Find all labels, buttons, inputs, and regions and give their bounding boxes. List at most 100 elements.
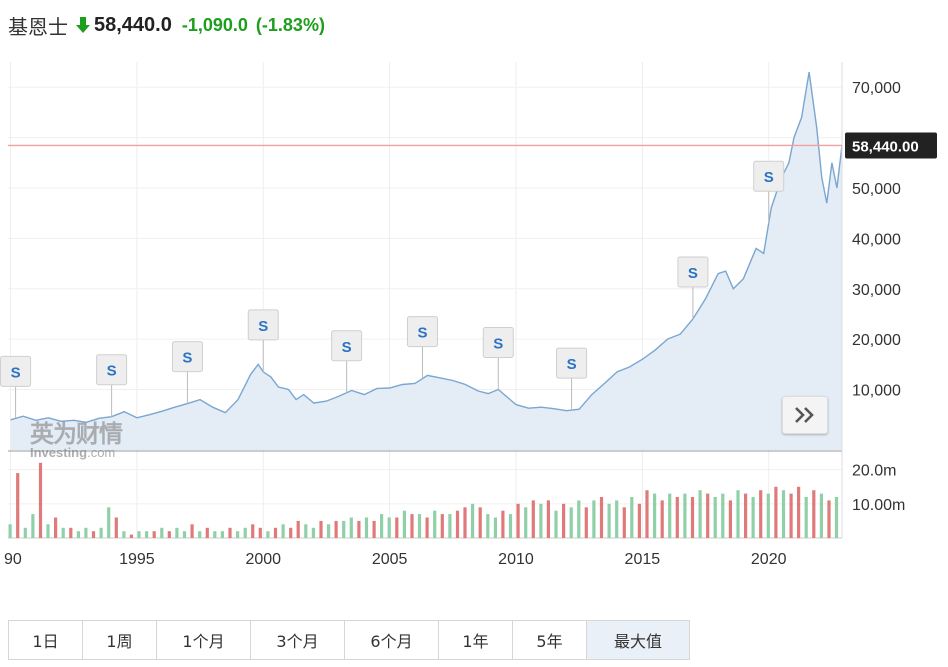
volume-bar (417, 514, 422, 538)
time-range-selector: 1日 1周 1个月 3个月 6个月 1年 5年 最大值 (8, 620, 690, 660)
volume-bar (554, 510, 558, 538)
volume-bar (562, 503, 566, 538)
volume-bar (615, 500, 619, 538)
split-label: S (258, 318, 268, 335)
volume-bar (728, 500, 732, 538)
range-button-5[interactable]: 1年 (439, 621, 513, 659)
volume-bar (660, 500, 664, 538)
volume-bar (668, 493, 672, 538)
volume-bar (675, 497, 679, 538)
volume-bar (781, 490, 786, 538)
volume-bar (630, 497, 634, 538)
volume-bar (342, 520, 346, 538)
volume-bar (273, 527, 278, 539)
volume-bar (311, 527, 315, 539)
split-label: S (567, 356, 577, 373)
volume-bar (54, 517, 58, 538)
volume-bar (577, 500, 581, 538)
volume-bar (160, 527, 164, 539)
volume-bar (433, 510, 437, 538)
volume-bar (759, 490, 763, 538)
split-marker (677, 256, 709, 288)
volume-bar (395, 517, 399, 538)
split-marker (331, 330, 363, 362)
volume-bar (804, 497, 808, 538)
volume-bar (334, 520, 338, 538)
y-tick-label: 20,000 (852, 332, 901, 349)
range-button-7[interactable]: 最大值 (587, 621, 689, 659)
split-marker (556, 347, 588, 379)
volume-bar (766, 493, 770, 538)
scroll-right-button[interactable] (782, 396, 828, 434)
volume-bar (198, 531, 202, 538)
volume-bar (349, 517, 353, 538)
range-button-2[interactable]: 1个月 (157, 621, 251, 659)
volume-bar (152, 531, 156, 538)
watermark-cn: 英为财情 (30, 420, 123, 448)
range-button-0[interactable]: 1日 (9, 621, 83, 659)
x-tick-label: 2015 (625, 551, 661, 568)
volume-bar (114, 517, 118, 538)
volume-bar (599, 497, 604, 538)
last-price: 58,440.0 (94, 13, 172, 36)
split-marker (753, 160, 785, 192)
volume-bar (524, 507, 528, 539)
x-tick-label: 2000 (245, 551, 281, 568)
volume-bar (584, 507, 588, 539)
split-marker (482, 327, 514, 359)
volume-bar (819, 493, 823, 538)
volume-bar (546, 500, 550, 538)
split-label: S (11, 364, 21, 381)
y-tick-label: 50,000 (852, 181, 901, 198)
volume-bar (440, 514, 444, 538)
volume-bar (493, 517, 497, 538)
volume-bar (751, 497, 755, 538)
volume-bar (76, 531, 80, 538)
split-marker (406, 316, 438, 348)
price-line (10, 71, 843, 424)
investing-watermark: 英为财情 Investing.com (30, 414, 123, 460)
volume-bar (220, 531, 224, 538)
volume-bar (501, 510, 505, 538)
volume-bar (622, 507, 626, 539)
volume-bar (289, 527, 293, 539)
volume-bar (653, 493, 657, 538)
range-button-3[interactable]: 3个月 (251, 621, 345, 659)
range-button-1[interactable]: 1周 (83, 621, 157, 659)
y-tick-label: 40,000 (852, 231, 901, 248)
volume-bar (281, 524, 285, 538)
range-button-6[interactable]: 5年 (513, 621, 587, 659)
volume-bar (84, 527, 88, 539)
volume-bar (706, 493, 710, 538)
x-tick-label: 2005 (372, 551, 408, 568)
double-chevron-right-icon (795, 407, 814, 423)
volume-bar (16, 473, 20, 538)
volume-bar (99, 527, 103, 539)
volume-bar (266, 531, 270, 538)
volume-bar (228, 527, 232, 539)
volume-bar (319, 520, 323, 538)
volume-bar (797, 486, 801, 539)
volume-bar (8, 524, 12, 538)
volume-bar (387, 517, 391, 538)
volume-bar (698, 490, 702, 538)
volume-bar (683, 493, 687, 538)
volume-bar (46, 524, 50, 538)
volume-bar (182, 531, 187, 538)
volume-bar (145, 531, 149, 538)
volume-tick-label: 10.00m (852, 497, 905, 514)
split-marker (247, 309, 279, 341)
volume-bar (531, 500, 535, 538)
x-tick-label: 1995 (119, 551, 155, 568)
split-label: S (493, 336, 503, 353)
volume-bar (516, 503, 520, 538)
price-chart[interactable]: 10,00020,00030,00040,00050,00060,00070,0… (0, 56, 948, 580)
watermark-en-main: Investing (30, 445, 88, 460)
volume-bar (736, 490, 740, 538)
volume-bar (236, 531, 240, 538)
volume-bar (122, 531, 126, 538)
range-button-4[interactable]: 6个月 (345, 621, 439, 659)
volume-bar (425, 517, 429, 538)
volume-bar (23, 527, 27, 539)
price-change-percent: (-1.83%) (255, 14, 325, 35)
